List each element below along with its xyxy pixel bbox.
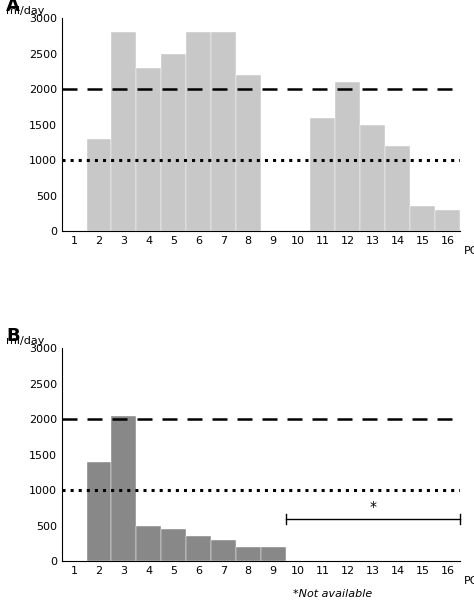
Text: POD: POD [464,246,474,256]
Bar [161,54,186,231]
Bar [310,118,335,231]
Bar [161,529,186,561]
Bar [360,125,385,231]
Text: ml/day: ml/day [6,6,44,16]
Bar [236,547,261,561]
Bar [211,540,236,561]
Bar [410,206,435,231]
Bar [86,139,111,231]
Bar [86,462,111,561]
Bar [137,526,161,561]
Bar [435,210,460,231]
Text: POD: POD [464,576,474,586]
Text: A: A [6,0,20,15]
Bar [186,32,211,231]
Text: *Not available: *Not available [293,589,372,599]
Bar [236,75,261,231]
Bar [261,547,285,561]
Bar [186,536,211,561]
Bar [385,146,410,231]
Bar [111,416,137,561]
Text: *: * [369,500,376,514]
Text: B: B [6,327,19,345]
Bar [335,82,360,231]
Bar [137,68,161,231]
Bar [211,32,236,231]
Bar [111,32,137,231]
Text: ml/day: ml/day [6,336,44,346]
